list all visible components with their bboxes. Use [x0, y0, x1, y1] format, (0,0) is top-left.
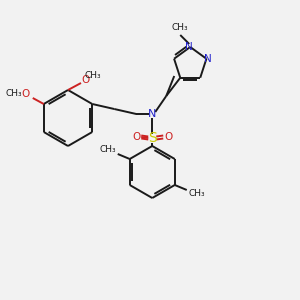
Text: N: N	[185, 42, 193, 52]
Text: CH₃: CH₃	[99, 146, 116, 154]
Text: O: O	[164, 132, 172, 142]
Text: CH₃: CH₃	[5, 89, 22, 98]
Text: O: O	[22, 89, 30, 99]
Text: N: N	[203, 54, 211, 64]
Text: O: O	[81, 75, 89, 85]
Text: N: N	[148, 109, 156, 119]
Text: S: S	[148, 131, 157, 145]
Text: CH₃: CH₃	[172, 22, 189, 32]
Text: O: O	[132, 132, 140, 142]
Text: CH₃: CH₃	[85, 71, 101, 80]
Text: CH₃: CH₃	[188, 190, 205, 199]
